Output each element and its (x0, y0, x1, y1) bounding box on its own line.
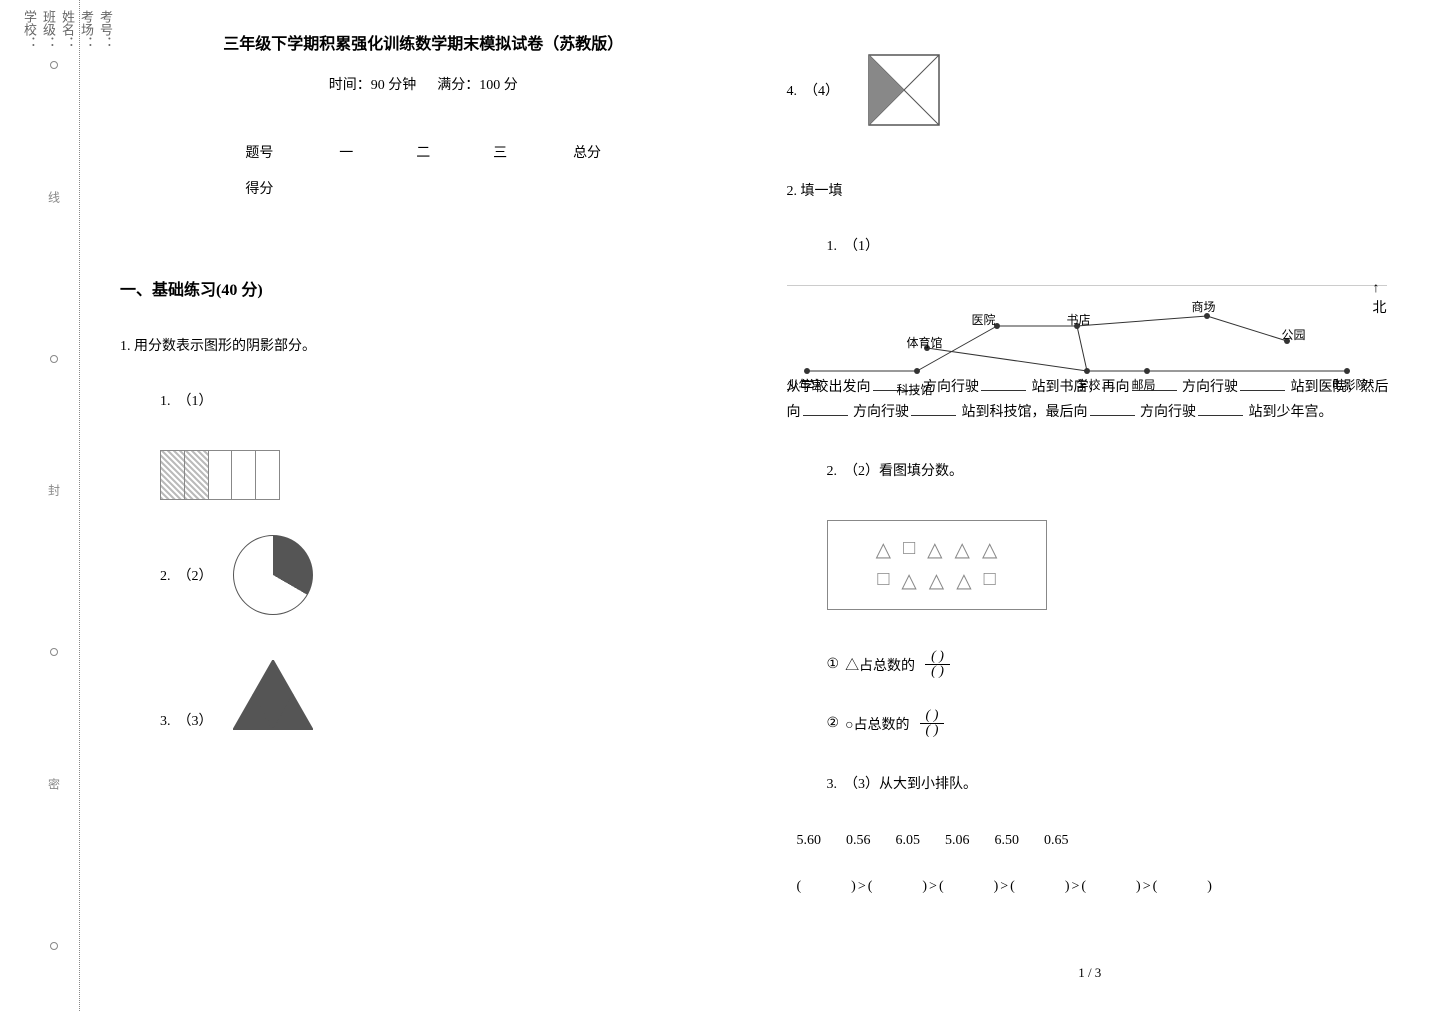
right-column: 4. （4） 2. 填一填 1. （1） ↑北 (787, 30, 1394, 981)
seal-line: 线 封 密 (44, 0, 64, 1011)
node-park: 公园 (1282, 326, 1306, 343)
q1-i2-label: 2. （2） (160, 565, 213, 585)
label-room: 考场： (77, 0, 96, 1011)
triangle-icon: △ (955, 537, 970, 562)
bar-blank (256, 451, 279, 499)
sort-n2: 6.05 (896, 833, 921, 849)
bar-blank (232, 451, 256, 499)
triangle-grid-icon (233, 660, 313, 730)
node-youth: 少年宫 (787, 376, 823, 393)
triangle-icon: △ (876, 537, 891, 562)
th-1: 一 (308, 134, 385, 170)
label-examid: 考号： (96, 0, 115, 1011)
node-mall: 商场 (1192, 298, 1216, 315)
seal-char-3: 密 (46, 778, 63, 820)
stmt-2-text: ○占总数的 (845, 714, 909, 734)
row-score-label: 得分 (211, 170, 308, 206)
triangle-icon: △ (982, 537, 997, 562)
node-tech: 科技馆 (897, 381, 933, 398)
node-cinema: 电影院 (1332, 376, 1368, 393)
q2-stem: 2. 填一填 (787, 180, 1394, 200)
circled-1-icon: ① (827, 656, 840, 673)
cell-blank (462, 170, 539, 206)
node-hospital: 医院 (972, 311, 996, 328)
th-2: 二 (385, 134, 462, 170)
sort-numbers: 5.60 0.56 6.05 5.06 6.50 0.65 (797, 833, 1394, 849)
q1-i1-shape (160, 450, 727, 500)
binding-margin: 考号： 考场： 姓名： 班级： 学校： 线 封 密 (0, 0, 80, 1011)
shapes-row: △ □ △ △ △ (838, 537, 1036, 562)
q1-i1-label: 1. （1） (160, 390, 727, 410)
q2-i2-label: 2. （2）看图填分数。 (827, 460, 1394, 480)
square-icon: □ (984, 568, 996, 593)
exam-title: 三年级下学期积累强化训练数学期末模拟试卷（苏教版） (120, 30, 727, 54)
label-school: 学校： (20, 0, 39, 1011)
table-row: 题号 一 二 三 总分 (211, 134, 636, 170)
left-column: 三年级下学期积累强化训练数学期末模拟试卷（苏教版） 时间：90 分钟 满分：10… (120, 30, 727, 981)
seal-circle (50, 61, 58, 69)
exam-subtitle: 时间：90 分钟 满分：100 分 (120, 74, 727, 94)
q1-stem: 1. 用分数表示图形的阴影部分。 (120, 335, 727, 355)
q1-i4-label: 4. （4） (787, 80, 840, 100)
map-diagram: ↑北 (787, 285, 1387, 347)
circled-2-icon: ② (827, 715, 840, 732)
score-table: 题号 一 二 三 总分 得分 (211, 134, 636, 206)
q2-i3-label: 3. （3）从大到小排队。 (827, 773, 1394, 793)
triangle-icon: △ (927, 537, 942, 562)
shapes-row: □ △ △ △ □ (838, 568, 1036, 593)
seal-char-2: 封 (46, 484, 63, 526)
time-label: 时间：90 分钟 (329, 78, 417, 93)
fraction-blank: ( )( ) (925, 650, 950, 679)
bar-blank (209, 451, 233, 499)
square-icon: □ (903, 537, 915, 562)
th-total: 总分 (539, 134, 636, 170)
table-row: 得分 (211, 170, 636, 206)
seal-circle (50, 942, 58, 950)
node-bookstore: 书店 (1067, 311, 1091, 328)
cell-blank (385, 170, 462, 206)
paren-row: ( )>( )>( )>( )>( )>( ) (797, 875, 1394, 895)
th-3: 三 (462, 134, 539, 170)
shapes-box: △ □ △ △ △ □ △ △ △ □ (827, 520, 1047, 610)
sort-n1: 0.56 (846, 833, 871, 849)
diamond-icon (859, 45, 949, 135)
bar-shaded (161, 451, 185, 499)
stmt-2: ② ○占总数的 ( )( ) (827, 709, 1394, 738)
fraction-blank: ( )( ) (920, 709, 945, 738)
triangle-icon: △ (901, 568, 916, 593)
circle-pie-icon (233, 535, 313, 615)
node-school: 学校 (1077, 376, 1101, 393)
section1-header: 一、基础练习(40 分) (120, 276, 727, 300)
seal-circle (50, 648, 58, 656)
triangle-icon: △ (929, 568, 944, 593)
q2-i1-label: 1. （1） (827, 235, 1394, 255)
sort-n4: 6.50 (995, 833, 1020, 849)
fullscore-label: 满分：100 分 (437, 78, 518, 93)
triangle-icon: △ (956, 568, 971, 593)
sort-n3: 5.06 (945, 833, 970, 849)
stmt-1-text: △占总数的 (845, 655, 915, 675)
bars-5 (160, 450, 280, 500)
binding-labels: 考号： 考场： 姓名： 班级： 学校： (20, 0, 115, 1011)
q1-i3-label: 3. （3） (160, 710, 213, 730)
page-number: 1 / 3 (787, 965, 1394, 981)
th-number: 题号 (211, 134, 308, 170)
sort-n5: 0.65 (1044, 833, 1069, 849)
stmt-1: ① △占总数的 ( )( ) (827, 650, 1394, 679)
seal-circle (50, 355, 58, 363)
page-content: 三年级下学期积累强化训练数学期末模拟试卷（苏教版） 时间：90 分钟 满分：10… (80, 0, 1433, 1011)
node-gym: 体育馆 (907, 334, 943, 351)
node-post: 邮局 (1132, 376, 1156, 393)
square-icon: □ (877, 568, 889, 593)
seal-char-1: 线 (46, 191, 63, 233)
sort-n0: 5.60 (797, 833, 822, 849)
cell-blank (308, 170, 385, 206)
bar-shaded (185, 451, 209, 499)
cell-blank (539, 170, 636, 206)
